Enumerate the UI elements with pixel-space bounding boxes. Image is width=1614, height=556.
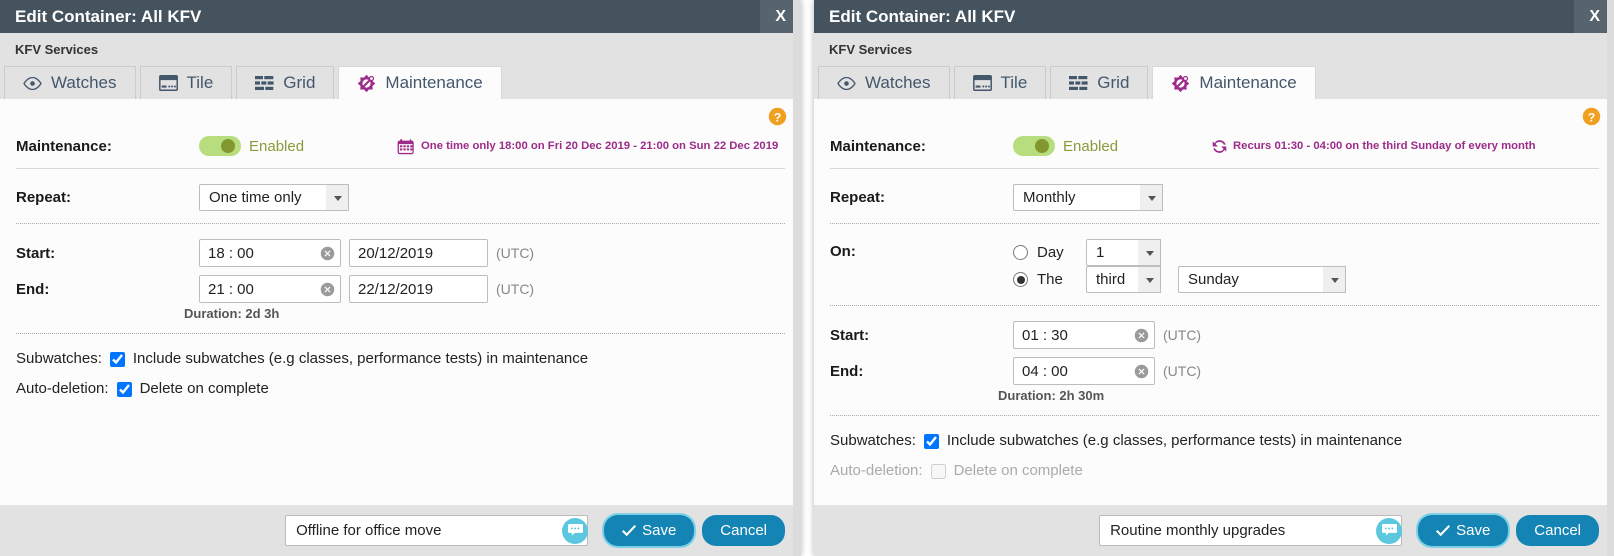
svg-text:?: ? bbox=[1588, 110, 1596, 124]
svg-text:?: ? bbox=[774, 110, 782, 124]
